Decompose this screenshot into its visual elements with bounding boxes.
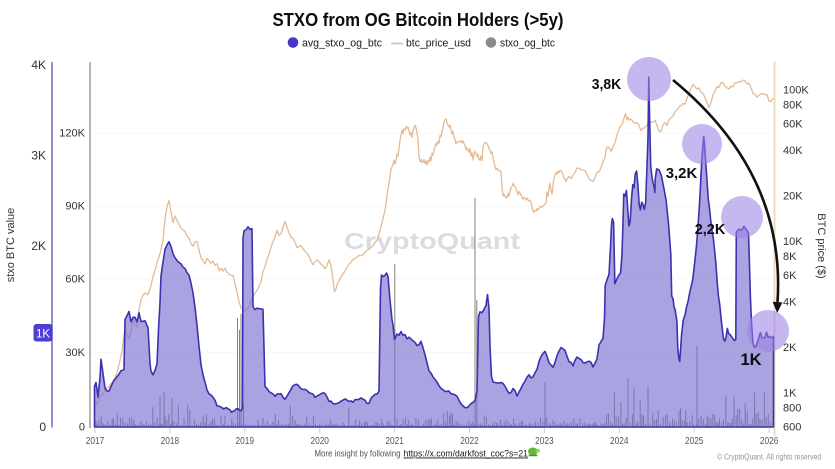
svg-text:30K: 30K: [65, 347, 85, 359]
svg-text:8K: 8K: [783, 251, 797, 263]
svg-text:4K: 4K: [783, 297, 797, 309]
svg-text:BTC price ($): BTC price ($): [815, 213, 827, 278]
svg-text:6K: 6K: [783, 270, 797, 282]
svg-text:2020: 2020: [310, 436, 329, 447]
svg-text:600: 600: [783, 421, 801, 433]
svg-text:btc_price_usd: btc_price_usd: [406, 38, 471, 50]
svg-text:avg_stxo_og_btc: avg_stxo_og_btc: [302, 38, 382, 50]
svg-text:60K: 60K: [783, 118, 803, 130]
svg-text:90K: 90K: [65, 201, 85, 213]
svg-text:2K: 2K: [783, 342, 797, 354]
svg-text:120K: 120K: [59, 128, 85, 140]
svg-text:More insight by following: More insight by following: [315, 449, 401, 459]
svg-text:2023: 2023: [535, 436, 554, 447]
svg-text:CryptoQuant: CryptoQuant: [344, 228, 520, 254]
svg-text:stxo BTC value: stxo BTC value: [5, 208, 17, 283]
svg-text:1K: 1K: [36, 328, 50, 340]
svg-text:stxo_og_btc: stxo_og_btc: [500, 38, 555, 50]
svg-text:3,8K: 3,8K: [592, 77, 622, 93]
svg-text:© CryptoQuant. All rights rese: © CryptoQuant. All rights reserved: [717, 453, 821, 462]
svg-text:10K: 10K: [783, 236, 803, 248]
svg-text:2019: 2019: [236, 436, 255, 447]
svg-text:2022: 2022: [460, 436, 479, 447]
svg-text:https://x.com/darkfost_coc?s=2: https://x.com/darkfost_coc?s=21: [404, 449, 529, 459]
svg-text:2,2K: 2,2K: [695, 222, 726, 238]
svg-text:1K: 1K: [740, 351, 761, 369]
svg-text:1K: 1K: [783, 388, 797, 400]
svg-text:4K: 4K: [31, 58, 46, 72]
svg-text:STXO from OG Bitcoin Holders (: STXO from OG Bitcoin Holders (>5y): [273, 10, 564, 30]
svg-text:2025: 2025: [685, 436, 704, 447]
svg-text:40K: 40K: [783, 145, 803, 157]
svg-text:0: 0: [79, 422, 85, 434]
svg-text:60K: 60K: [65, 274, 85, 286]
svg-text:2017: 2017: [86, 436, 105, 447]
svg-text:80K: 80K: [783, 99, 803, 111]
svg-text:2021: 2021: [385, 436, 404, 447]
svg-text:0: 0: [39, 420, 46, 434]
svg-text:100K: 100K: [783, 85, 809, 97]
svg-text:20K: 20K: [783, 191, 803, 203]
svg-text:2026: 2026: [760, 436, 779, 447]
svg-text:2K: 2K: [31, 239, 46, 253]
svg-text:800: 800: [783, 402, 801, 414]
svg-text:3,2K: 3,2K: [666, 166, 698, 182]
svg-text:3K: 3K: [31, 149, 46, 163]
svg-text:2024: 2024: [610, 436, 629, 447]
svg-text:2018: 2018: [161, 436, 180, 447]
